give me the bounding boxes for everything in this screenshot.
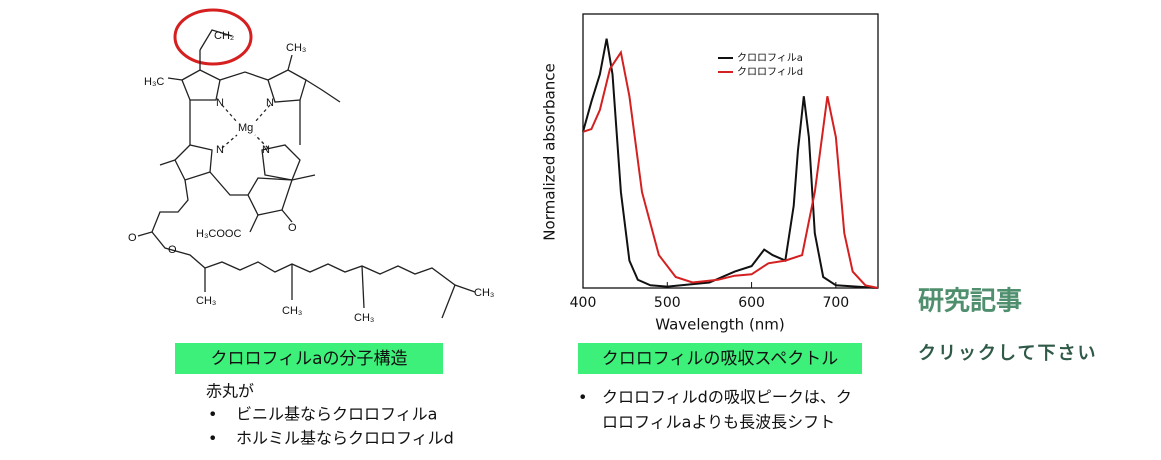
bullet-dot: •: [578, 388, 587, 407]
atom-label: N: [216, 144, 224, 156]
legend-label: クロロフィルa: [737, 52, 803, 64]
atom-label: N: [216, 97, 224, 109]
note: 赤丸が: [206, 382, 254, 401]
atom-label: Mg: [238, 122, 253, 134]
atom-label: CH₃: [286, 42, 306, 54]
link-title[interactable]: 研究記事: [918, 287, 1022, 317]
ring: [174, 144, 213, 181]
bond: [159, 159, 176, 166]
bullet: ホルミル基ならクロロフィルd: [236, 429, 454, 448]
bond: [199, 29, 233, 51]
atom-label: O: [168, 244, 177, 256]
bond: [209, 171, 248, 196]
ring: [267, 69, 307, 103]
spectrum-chart: Wavelength (nm) Normalized absorbance 40…: [541, 13, 879, 334]
atom-label: O: [128, 232, 137, 244]
bullet: ビニル基ならクロロフィルa: [236, 405, 438, 424]
x-tick-label: 700: [822, 295, 849, 311]
series-line: [582, 49, 879, 289]
x-tick-label: 500: [654, 295, 681, 311]
ring: [247, 177, 293, 216]
coordination: [254, 104, 271, 123]
bond: [305, 79, 341, 103]
bond: [281, 209, 293, 223]
x-axis-label: Wavelength (nm): [655, 316, 785, 334]
bond: [441, 284, 456, 319]
ring: [261, 144, 301, 181]
x-tick-label: 400: [570, 295, 597, 311]
atom-label: H₃C: [144, 76, 164, 88]
caption-box: [578, 343, 862, 374]
x-tick-label: 600: [738, 295, 765, 311]
bullet-line: クロロフィルdの吸収ピークは、ク: [602, 388, 852, 407]
atom-label: CH₃: [354, 312, 374, 324]
series-line: [582, 38, 879, 289]
bond: [219, 71, 269, 81]
bullet-line: ロロフィルaよりも長波長シフト: [602, 413, 835, 432]
ring: [181, 69, 221, 101]
atom-label: CH₃: [282, 305, 302, 317]
atom-label: H₃COOC: [196, 228, 241, 240]
atom-label: CH₃: [474, 287, 494, 299]
plot-frame: [582, 13, 879, 289]
atom-label: N: [266, 97, 274, 109]
bond: [287, 54, 293, 71]
chain: [137, 179, 189, 237]
molecule: CH₂ CH₃ H₃C N N N N Mg H₃COOC O O O CH₃ …: [128, 8, 494, 324]
caption-box: [175, 343, 443, 374]
caption: クロロフィルaの分子構造: [210, 349, 407, 369]
bond: [361, 265, 365, 309]
bullet-dot: •: [208, 429, 217, 448]
atom-label: CH₂: [214, 30, 234, 42]
link-subtitle[interactable]: クリックして下さい: [918, 343, 1097, 364]
caption: クロロフィルの吸収スペクトル: [602, 349, 838, 369]
atom-label: CH₃: [196, 295, 216, 307]
coordination: [221, 104, 238, 123]
highlight-circle: [173, 8, 253, 66]
phytyl-chain: [151, 231, 476, 293]
article-link[interactable]: 研究記事 クリックして下さい: [918, 287, 1097, 365]
coordination: [221, 134, 238, 149]
atom-label: O: [288, 222, 297, 234]
bond: [167, 77, 183, 81]
atom-label: N: [262, 144, 270, 156]
bond: [249, 214, 259, 233]
bond: [291, 174, 316, 181]
y-axis-label: Normalized absorbance: [541, 63, 559, 240]
legend-label: クロロフィルd: [737, 66, 803, 78]
bullet-dot: •: [208, 405, 217, 424]
